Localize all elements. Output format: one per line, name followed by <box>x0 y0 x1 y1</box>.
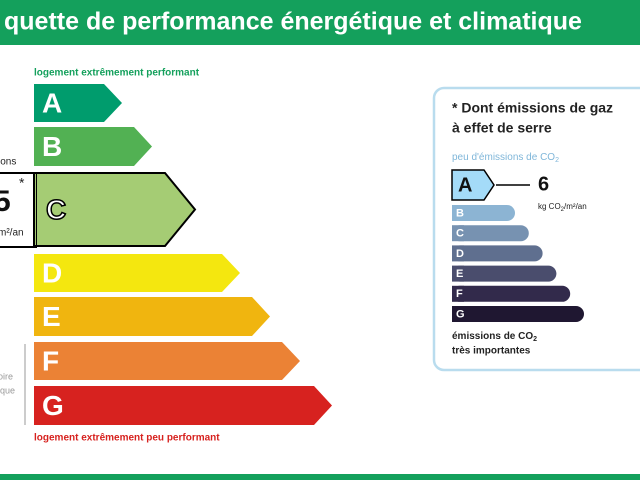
footer-band <box>0 474 640 480</box>
class-letter: F <box>42 345 59 376</box>
class-letter: A <box>42 87 62 118</box>
climate-bar <box>452 225 529 242</box>
energy-bar <box>34 386 332 425</box>
climate-top-label: peu d'émissions de CO2 <box>452 152 559 164</box>
class-letter: B <box>456 207 464 219</box>
climate-bar <box>452 205 515 221</box>
energy-value: 5 <box>0 185 11 218</box>
fragment: * <box>19 175 25 191</box>
selected-outline <box>36 173 37 246</box>
climate-bar <box>452 245 543 262</box>
climate-bar <box>451 169 495 201</box>
energy-bar <box>34 342 300 380</box>
fragment: ions <box>0 157 16 168</box>
class-letter: D <box>456 248 464 260</box>
climate-bar <box>452 265 557 282</box>
text: kg CO <box>538 202 561 211</box>
climate-bottom-label: très importantes <box>452 346 531 357</box>
climate-value: 6 <box>538 173 549 195</box>
climate-title: * Dont émissions de gaz <box>452 100 613 116</box>
climate-bar-left <box>452 225 464 242</box>
climate-bar-left <box>452 205 464 221</box>
energy-bar <box>34 84 122 122</box>
energy-bottom-label: logement extrêmement peu performant <box>34 433 220 444</box>
class-letter: A <box>458 174 472 196</box>
text: /m²/an <box>564 202 587 211</box>
climate-bar-left <box>452 285 464 302</box>
fragment: m²/an <box>0 228 24 239</box>
text: peu d'émissions de CO <box>452 152 555 163</box>
energy-bar <box>33 172 197 247</box>
class-letter: E <box>456 268 463 280</box>
fragment: oire <box>0 371 13 381</box>
subscript: 2 <box>555 157 559 164</box>
energy-bar <box>34 297 270 336</box>
class-letter: G <box>42 390 64 421</box>
climate-bottom-label: émissions de CO2 <box>452 331 537 343</box>
class-letter: D <box>42 257 62 288</box>
header-band <box>0 0 640 45</box>
class-letter: B <box>42 131 62 162</box>
class-letter: C <box>46 194 66 225</box>
subscript: 2 <box>561 207 565 213</box>
climate-bar-left <box>452 306 464 322</box>
class-letter: E <box>42 301 61 332</box>
climate-bar-left <box>452 245 464 262</box>
climate-unit: kg CO2/m²/an <box>538 202 587 212</box>
climate-bar-left <box>452 265 464 282</box>
fragment: ique <box>0 385 15 395</box>
energy-top-label: logement extrêmement performant <box>34 68 200 79</box>
subscript: 2 <box>533 336 537 343</box>
energy-bar <box>34 127 152 166</box>
text: émissions de CO <box>452 331 533 342</box>
climate-title: à effet de serre <box>452 120 552 136</box>
climate-bar <box>452 285 571 302</box>
class-letter: F <box>456 288 463 300</box>
climate-bar <box>452 306 584 322</box>
class-letter: C <box>456 228 464 240</box>
header-title: quette de performance énergétique et cli… <box>4 8 582 36</box>
class-letter: G <box>456 308 465 320</box>
energy-bar <box>34 254 240 292</box>
